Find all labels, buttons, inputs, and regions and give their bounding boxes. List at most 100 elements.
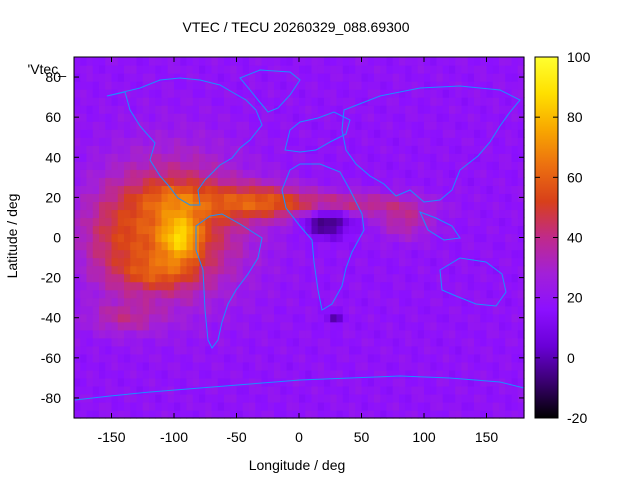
heatmap-cell — [342, 193, 350, 202]
heatmap-cell — [405, 393, 413, 403]
heatmap-cell — [405, 97, 413, 106]
heatmap-cell — [424, 217, 431, 227]
heatmap-cell — [86, 161, 94, 170]
heatmap-cell — [242, 145, 250, 154]
heatmap-cell — [249, 393, 256, 403]
heatmap-cell — [511, 209, 519, 219]
heatmap-cell — [117, 353, 125, 363]
heatmap-cell — [367, 113, 375, 122]
heatmap-cell — [392, 385, 400, 395]
heatmap-cell — [405, 73, 413, 82]
heatmap-cell — [417, 129, 425, 138]
heatmap-cell — [517, 169, 525, 178]
heatmap-cell — [205, 65, 213, 74]
heatmap-cell — [117, 129, 125, 138]
heatmap-cell — [517, 289, 525, 299]
heatmap-cell — [117, 81, 125, 90]
heatmap-cell — [255, 265, 263, 275]
heatmap-cell — [411, 289, 419, 299]
heatmap-cell — [180, 321, 188, 331]
heatmap-cell — [342, 313, 350, 323]
heatmap-cell — [267, 89, 275, 98]
heatmap-cell — [367, 313, 375, 323]
heatmap-cell — [355, 137, 363, 146]
heatmap-cell — [480, 97, 488, 106]
heatmap-cell — [467, 185, 475, 194]
heatmap-cell — [86, 257, 94, 267]
heatmap-cell — [242, 113, 250, 122]
heatmap-cell — [411, 65, 419, 74]
heatmap-cell — [355, 409, 363, 419]
heatmap-cell — [242, 57, 250, 66]
heatmap-cell — [517, 345, 525, 355]
heatmap-cell — [280, 361, 288, 371]
heatmap-cell — [111, 161, 119, 170]
coastline-south-america — [195, 213, 263, 349]
heatmap-cell — [242, 169, 250, 178]
heatmap-cell — [186, 369, 194, 379]
heatmap-cell — [417, 265, 425, 275]
heatmap-cell — [111, 65, 119, 74]
heatmap-cell — [361, 201, 369, 211]
heatmap-cell — [311, 105, 319, 114]
heatmap-cell — [361, 241, 369, 251]
heatmap-cell — [92, 113, 100, 122]
heatmap-cell — [349, 369, 356, 379]
heatmap-cell — [167, 201, 175, 211]
heatmap-cell — [211, 121, 219, 130]
heatmap-cell — [417, 409, 425, 419]
heatmap-cell — [230, 193, 238, 202]
heatmap-cell — [155, 185, 163, 194]
heatmap-cell — [224, 209, 231, 219]
heatmap-cell — [467, 313, 475, 323]
heatmap-cell — [305, 89, 313, 98]
heatmap-cell — [205, 297, 213, 307]
heatmap-cell — [199, 305, 206, 315]
heatmap-cell — [330, 185, 338, 194]
heatmap-cell — [99, 73, 106, 82]
heatmap-cell — [124, 265, 131, 275]
heatmap-cell — [361, 361, 369, 371]
heatmap-cell — [186, 193, 194, 202]
heatmap-cell — [242, 193, 250, 202]
heatmap-cell — [192, 401, 200, 411]
heatmap-cell — [292, 65, 300, 74]
heatmap-cell — [80, 129, 88, 138]
heatmap-cell — [292, 401, 300, 411]
heatmap-cell — [467, 289, 475, 299]
heatmap-cell — [305, 321, 313, 331]
heatmap-cell — [355, 313, 363, 323]
heatmap-cell — [386, 225, 394, 235]
heatmap-cell — [511, 225, 519, 235]
heatmap-cell — [236, 153, 244, 162]
heatmap-cell — [86, 377, 94, 387]
heatmap-cell — [155, 89, 163, 98]
heatmap-cell — [80, 369, 88, 379]
heatmap-cell — [161, 169, 169, 178]
heatmap-cell — [330, 89, 338, 98]
heatmap-cell — [99, 321, 106, 331]
heatmap-cell — [286, 241, 294, 251]
heatmap-cell — [249, 233, 256, 243]
heatmap-cell — [292, 177, 300, 186]
heatmap-cell — [267, 297, 275, 307]
heatmap-cell — [142, 313, 150, 323]
heatmap-cell — [74, 305, 81, 315]
heatmap-cell — [92, 177, 100, 186]
heatmap-cell — [217, 273, 225, 283]
heatmap-cell — [486, 209, 494, 219]
heatmap-cell — [161, 145, 169, 154]
heatmap-cell — [124, 305, 131, 315]
heatmap-cell — [305, 241, 313, 251]
heatmap-cell — [436, 57, 444, 66]
heatmap-cell — [117, 65, 125, 74]
heatmap-cell — [336, 137, 344, 146]
heatmap-cell — [486, 121, 494, 130]
heatmap-cell — [186, 337, 194, 347]
heatmap-cell — [186, 385, 194, 395]
heatmap-cell — [117, 105, 125, 114]
heatmap-cell — [174, 225, 181, 235]
heatmap-cell — [86, 401, 94, 411]
heatmap-cell — [174, 377, 181, 387]
heatmap-cell — [486, 409, 494, 419]
